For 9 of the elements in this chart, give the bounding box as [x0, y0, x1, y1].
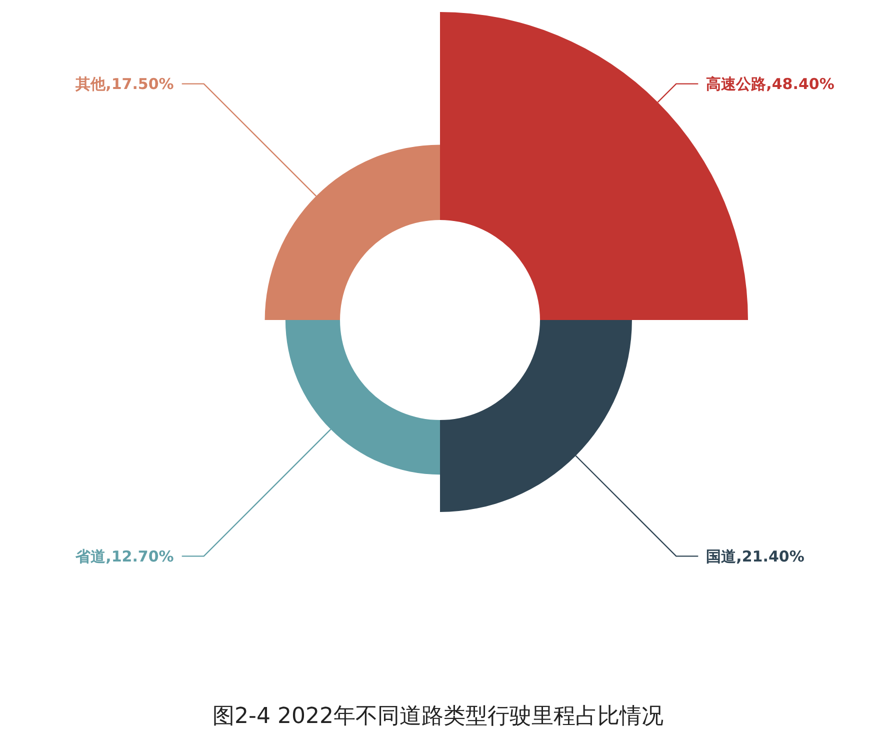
category-label: 其他 — [76, 75, 106, 94]
category-label: 高速公路 — [706, 75, 766, 94]
category-label: 省道 — [76, 547, 106, 566]
data-label: ,21.40% — [736, 547, 804, 566]
category-label: 国道 — [706, 547, 736, 566]
text: 图2-4 2022年不同道路类型行驶里程占比情况 — [212, 704, 664, 729]
data-label: ,17.50% — [106, 75, 174, 94]
data-label: ,48.40% — [766, 75, 834, 94]
data-label: ,12.70% — [106, 547, 174, 566]
